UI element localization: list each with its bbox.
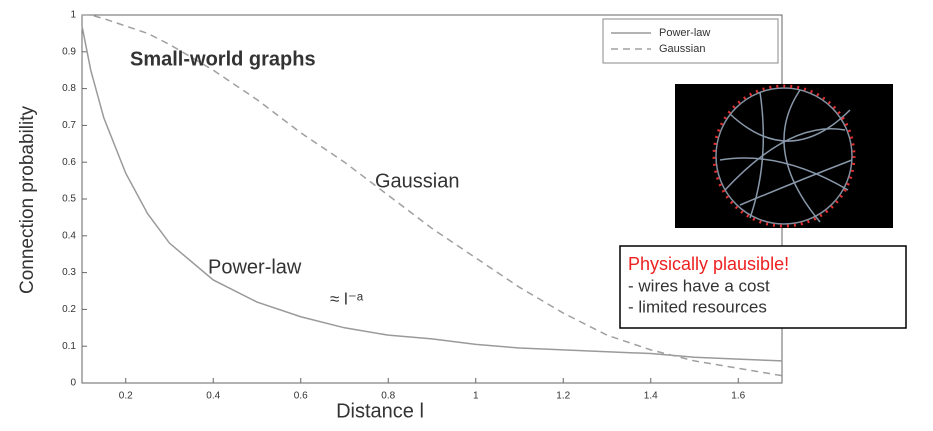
legend-label: Power-law (659, 27, 710, 39)
y-tick-label: 0.9 (62, 46, 76, 57)
chart: Connection probability Distance l Physic… (0, 0, 933, 426)
y-tick-label: 0.4 (62, 230, 76, 241)
annotation: Power-law (208, 256, 302, 278)
callout-item: - limited resources (628, 297, 767, 316)
annotation: Gaussian (375, 170, 460, 192)
x-tick-label: 1.2 (556, 391, 570, 402)
y-tick-label: 0.8 (62, 83, 76, 94)
x-axis-label: Distance l (336, 400, 424, 422)
callout-title: Physically plausible! (628, 254, 789, 274)
y-axis-label: Connection probability (17, 106, 38, 295)
y-tick-label: 0.2 (62, 304, 76, 315)
inset-image (675, 84, 893, 228)
y-tick-label: 0.6 (62, 157, 76, 168)
annotation: Small-world graphs (130, 48, 316, 70)
y-tick-label: 0.7 (62, 120, 76, 131)
y-tick-label: 0.5 (62, 194, 76, 205)
x-tick-label: 0.4 (206, 391, 220, 402)
callout-item: - wires have a cost (628, 276, 770, 295)
y-tick-label: 0.3 (62, 267, 76, 278)
x-tick-label: 0.2 (119, 391, 133, 402)
callout: Physically plausible! - wires have a cos… (620, 246, 906, 328)
x-tick-label: 0.8 (381, 391, 395, 402)
x-tick-label: 1 (473, 391, 479, 402)
annotation: ≈ l⁻ᵃ (330, 289, 364, 308)
x-tick-label: 0.6 (294, 391, 308, 402)
legend-label: Gaussian (659, 43, 705, 55)
legend-box (603, 19, 778, 63)
x-tick-label: 1.4 (644, 391, 658, 402)
y-tick-label: 1 (70, 10, 76, 21)
x-tick-label: 1.6 (731, 391, 745, 402)
y-tick-label: 0.1 (62, 341, 76, 352)
y-tick-label: 0 (70, 378, 76, 389)
